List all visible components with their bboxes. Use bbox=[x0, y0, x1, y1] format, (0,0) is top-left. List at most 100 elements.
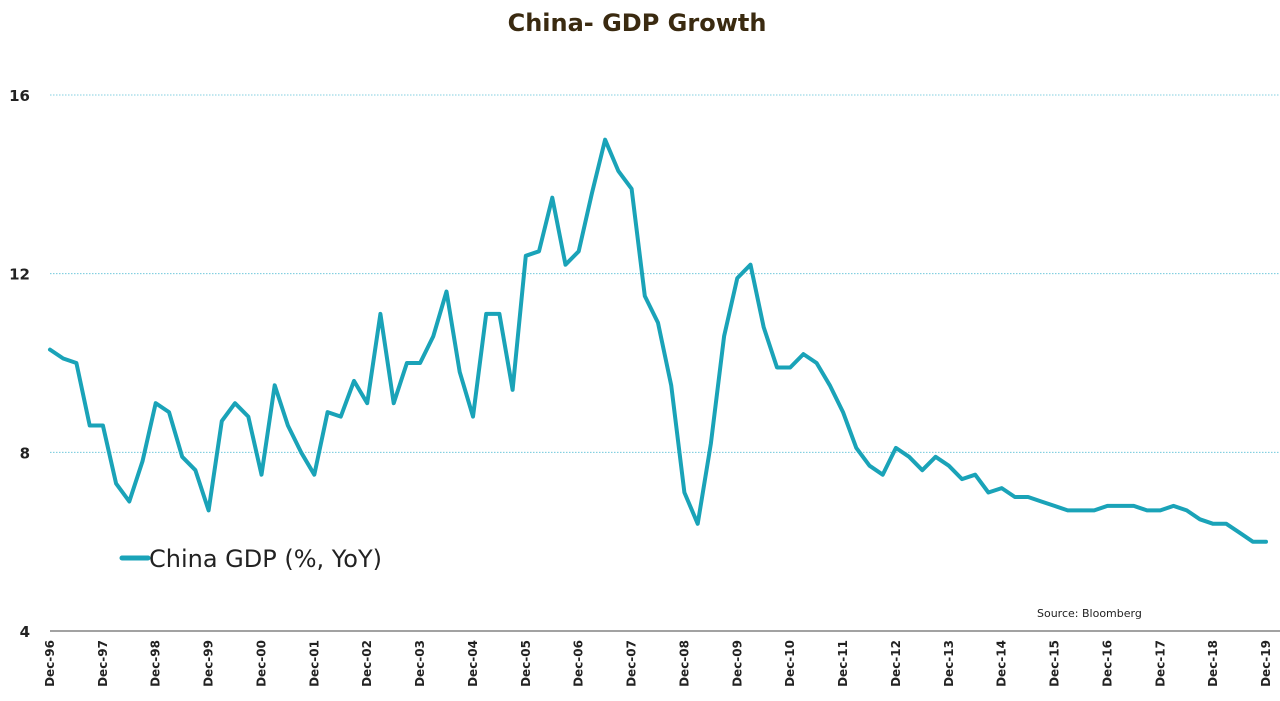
data-point bbox=[352, 379, 356, 383]
data-point bbox=[273, 383, 277, 387]
x-tick-label: Dec-08 bbox=[677, 640, 691, 687]
data-point bbox=[815, 361, 819, 365]
data-point bbox=[1053, 504, 1056, 508]
x-tick-label: Dec-05 bbox=[519, 640, 533, 687]
x-tick-label: Dec-02 bbox=[360, 640, 374, 687]
y-tick-label: 16 bbox=[9, 87, 30, 105]
data-point bbox=[630, 187, 634, 191]
data-points bbox=[48, 138, 1268, 544]
data-point bbox=[1224, 522, 1228, 526]
data-point bbox=[1105, 504, 1109, 508]
series-line-china-gdp bbox=[48, 137, 1268, 544]
data-point bbox=[524, 254, 528, 258]
x-tick-label: Dec-00 bbox=[254, 640, 268, 687]
data-point bbox=[497, 312, 501, 316]
data-point bbox=[339, 415, 343, 419]
x-tick-label: Dec-15 bbox=[1048, 640, 1062, 687]
data-point bbox=[286, 424, 290, 427]
data-point bbox=[1238, 531, 1242, 535]
data-point bbox=[1119, 504, 1123, 508]
data-point bbox=[868, 464, 871, 468]
data-point bbox=[986, 491, 990, 494]
x-tick-label: Dec-18 bbox=[1206, 640, 1220, 687]
data-point bbox=[1198, 517, 1202, 521]
data-point bbox=[141, 459, 144, 463]
x-tick-label: Dec-96 bbox=[43, 640, 57, 687]
x-tick-label: Dec-09 bbox=[730, 640, 744, 687]
data-point bbox=[1013, 495, 1017, 499]
gridlines bbox=[50, 94, 1280, 453]
data-point bbox=[616, 169, 620, 173]
data-point bbox=[431, 334, 435, 338]
data-point bbox=[326, 410, 330, 414]
x-tick-label: Dec-11 bbox=[836, 640, 850, 687]
x-tick-label: Dec-12 bbox=[889, 640, 903, 687]
data-point bbox=[894, 446, 898, 450]
data-point bbox=[458, 370, 462, 374]
data-point bbox=[1000, 486, 1004, 490]
x-axis-ticks: Dec-96 Dec-97 Dec-98 Dec-99 Dec-00 Dec-01 Dec-… bbox=[43, 640, 1273, 687]
x-tick-label: Dec-99 bbox=[202, 640, 216, 687]
y-tick-label: 4 bbox=[20, 623, 30, 641]
x-tick-label: Dec-06 bbox=[572, 640, 586, 687]
data-point bbox=[656, 321, 660, 325]
data-point bbox=[114, 482, 118, 486]
data-point bbox=[101, 424, 105, 427]
data-point bbox=[193, 468, 197, 472]
data-point bbox=[801, 352, 805, 356]
data-point bbox=[1079, 508, 1083, 512]
data-point bbox=[696, 522, 700, 526]
data-point bbox=[180, 455, 184, 459]
data-point bbox=[643, 294, 647, 298]
data-point bbox=[947, 464, 951, 468]
source-note: Source: Bloomberg bbox=[1037, 607, 1142, 620]
data-point bbox=[603, 138, 607, 142]
data-point bbox=[378, 312, 382, 316]
data-point bbox=[669, 383, 673, 387]
y-tick-label: 12 bbox=[9, 266, 30, 284]
data-point bbox=[775, 366, 779, 369]
data-point bbox=[960, 477, 964, 481]
data-point bbox=[445, 290, 448, 293]
data-point bbox=[61, 357, 65, 360]
x-tick-label: Dec-10 bbox=[783, 640, 797, 687]
x-tick-label: Dec-17 bbox=[1153, 640, 1167, 687]
data-point bbox=[74, 361, 78, 365]
data-point bbox=[590, 191, 594, 195]
y-axis-ticks: 4 8 12 16 bbox=[9, 87, 30, 641]
data-point bbox=[550, 196, 554, 200]
data-point bbox=[788, 366, 792, 369]
data-point bbox=[841, 410, 845, 414]
data-point bbox=[220, 419, 224, 423]
data-point bbox=[1145, 508, 1149, 512]
x-tick-label: Dec-07 bbox=[625, 640, 639, 687]
chart-title: China- GDP Growth bbox=[508, 9, 767, 37]
legend: China GDP (%, YoY) bbox=[119, 545, 382, 573]
x-tick-label: Dec-14 bbox=[995, 640, 1009, 687]
data-point bbox=[564, 263, 567, 267]
data-point bbox=[907, 455, 911, 459]
data-point bbox=[246, 415, 250, 419]
data-point bbox=[154, 401, 158, 405]
data-point bbox=[722, 334, 726, 338]
data-point bbox=[511, 388, 515, 392]
x-tick-label: Dec-16 bbox=[1100, 640, 1114, 687]
data-point bbox=[88, 424, 92, 427]
data-point bbox=[127, 500, 131, 503]
x-tick-label: Dec-13 bbox=[942, 640, 956, 687]
data-point bbox=[934, 455, 938, 459]
data-point bbox=[1185, 508, 1189, 512]
data-point bbox=[1172, 504, 1175, 508]
x-tick-label: Dec-19 bbox=[1259, 640, 1273, 687]
data-point bbox=[48, 348, 52, 352]
data-point bbox=[484, 312, 488, 316]
data-point bbox=[167, 410, 171, 414]
data-point bbox=[1132, 504, 1136, 508]
x-tick-label: Dec-97 bbox=[96, 640, 110, 687]
data-point bbox=[1211, 522, 1215, 526]
data-point bbox=[1026, 495, 1030, 499]
data-point bbox=[682, 491, 686, 494]
data-point bbox=[405, 361, 409, 365]
data-point bbox=[749, 263, 752, 267]
data-point bbox=[920, 468, 924, 472]
